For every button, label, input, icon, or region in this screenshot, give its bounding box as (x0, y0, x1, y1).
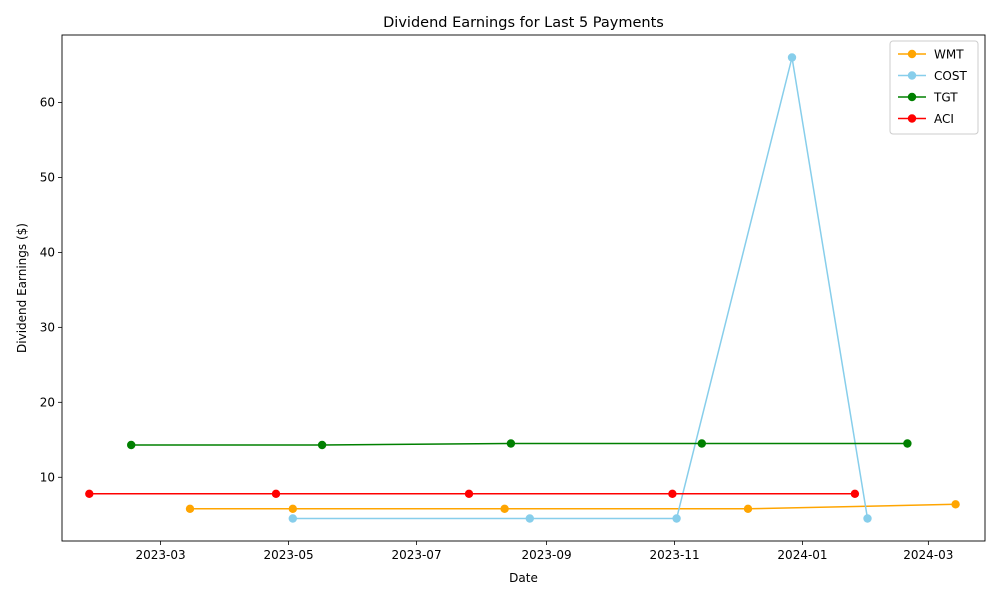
data-point-aci-2 (271, 489, 281, 498)
plot-frame (61, 34, 986, 542)
legend-item-cost: COST (898, 69, 967, 83)
y-tick-label: 30 (40, 320, 55, 334)
x-tick-label: 2024-03 (903, 548, 953, 562)
x-axis-ticks: 2023-03 2023-05 2023-07 2023-09 2023-11 2024-… (136, 541, 953, 562)
data-point-cost-4 (787, 53, 797, 62)
x-tick-label: 2023-05 (263, 548, 313, 562)
data-point-tgt-2 (317, 440, 327, 450)
y-tick-label: 60 (40, 95, 55, 109)
y-tick-label: 50 (40, 170, 55, 184)
legend-marker (907, 114, 917, 123)
data-point-wmt-5 (951, 500, 960, 509)
data-point-tgt-5 (903, 439, 912, 448)
x-tick-label: 2023-09 (522, 548, 572, 562)
data-point-cost-1 (288, 514, 297, 523)
data-point-aci-3 (464, 489, 474, 498)
data-point-wmt-3 (500, 504, 509, 513)
data-point-tgt-4 (697, 439, 706, 448)
data-point-wmt-4 (743, 504, 753, 513)
x-tick-label: 2023-07 (391, 548, 441, 562)
legend-label: COST (934, 69, 967, 83)
series-cost (288, 53, 872, 523)
x-tick-label: 2023-03 (136, 548, 186, 562)
legend-item-wmt: WMT (898, 48, 964, 62)
x-tick-label: 2023-11 (649, 548, 699, 562)
series-wmt (185, 500, 960, 513)
data-point-aci-1 (85, 489, 94, 498)
series-aci (85, 489, 860, 498)
y-axis-title: Dividend Earnings ($) (15, 223, 29, 353)
data-point-aci-5 (850, 489, 860, 498)
legend-marker (907, 71, 917, 80)
data-point-cost-5 (863, 514, 872, 523)
series-line-tgt (131, 442, 908, 446)
legend-label: WMT (934, 48, 964, 62)
data-point-tgt-1 (127, 440, 136, 450)
plot-area (61, 34, 986, 542)
legend-label: TGT (933, 91, 958, 105)
legend: WMT COST TGT ACI (889, 40, 979, 135)
legend-label: ACI (934, 112, 954, 126)
y-tick-label: 10 (40, 470, 55, 484)
data-point-wmt-1 (185, 504, 195, 513)
series-line-wmt (190, 503, 956, 510)
data-point-tgt-3 (506, 439, 516, 448)
data-point-aci-4 (668, 489, 677, 498)
x-axis-title: Date (509, 571, 538, 585)
legend-box (889, 40, 979, 135)
data-point-cost-3 (672, 514, 681, 523)
legend-marker (907, 92, 917, 102)
series-tgt (127, 439, 912, 450)
data-point-wmt-2 (288, 504, 297, 513)
y-tick-label: 20 (40, 395, 55, 409)
legend-item-tgt: TGT (898, 91, 958, 105)
data-point-cost-2 (525, 514, 534, 523)
y-axis-ticks: 10 20 30 40 50 60 (40, 95, 62, 484)
legend-marker (907, 49, 917, 59)
series-line-cost (292, 56, 869, 520)
x-tick-label: 2024-01 (777, 548, 827, 562)
chart-title: Dividend Earnings for Last 5 Payments (383, 15, 664, 31)
legend-item-aci: ACI (898, 112, 954, 126)
y-tick-label: 40 (40, 245, 55, 259)
